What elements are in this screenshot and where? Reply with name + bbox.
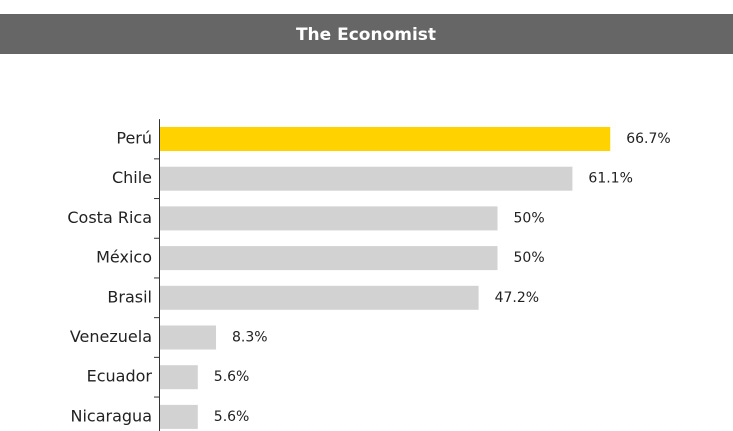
- bar: [160, 246, 498, 271]
- category-label: Nicaragua: [71, 406, 153, 425]
- value-label: 8.3%: [232, 330, 268, 346]
- value-label: 47.2%: [495, 290, 539, 306]
- category-label: México: [96, 248, 152, 267]
- bar: [160, 206, 498, 231]
- bar: [160, 365, 198, 390]
- value-label: 66.7%: [626, 131, 670, 147]
- bar: [160, 325, 217, 350]
- category-label: Costa Rica: [67, 208, 152, 227]
- bar: [160, 166, 573, 191]
- value-label: 50%: [514, 250, 545, 266]
- category-label: Venezuela: [70, 327, 152, 346]
- category-label: Chile: [112, 168, 152, 187]
- value-label: 5.6%: [214, 369, 250, 385]
- value-label: 61.1%: [588, 171, 632, 187]
- value-label: 50%: [514, 210, 545, 226]
- bar: [160, 285, 479, 310]
- chart-title: The Economist: [296, 25, 436, 45]
- bar: [160, 127, 611, 151]
- category-label: Ecuador: [87, 367, 153, 386]
- header-bar: [0, 14, 733, 54]
- value-label: 5.6%: [214, 409, 250, 425]
- bar: [160, 404, 198, 429]
- category-label: Perú: [116, 129, 152, 148]
- category-label: Brasil: [107, 287, 152, 306]
